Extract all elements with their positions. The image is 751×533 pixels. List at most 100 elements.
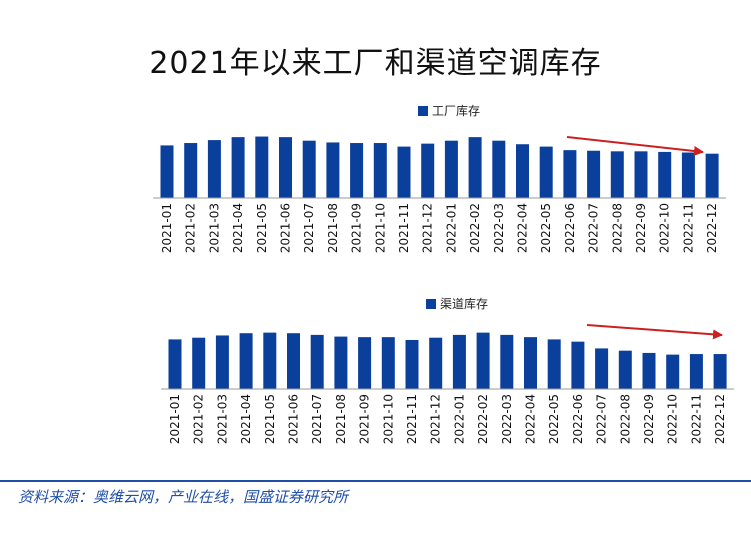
x-tick-label: 2021-02 — [184, 203, 198, 253]
bar — [192, 337, 206, 389]
x-tick-label: 2022-07 — [587, 203, 601, 253]
x-tick-label: 2022-03 — [500, 394, 514, 444]
bar — [634, 151, 648, 198]
x-tick-label: 2021-10 — [373, 203, 387, 253]
x-tick-label: 2021-07 — [302, 203, 316, 253]
bar — [239, 333, 253, 389]
x-tick-label: 2021-01 — [168, 394, 182, 444]
bar — [184, 143, 198, 198]
x-tick-label: 2021-03 — [207, 203, 221, 253]
bar — [215, 335, 229, 389]
factory-inventory-chart: 工厂库存 2021-01 2021-02 2021-03 2021-04 2021-05 2… — [153, 103, 726, 253]
x-tick-label: 2022-11 — [689, 394, 703, 444]
bar — [666, 354, 680, 389]
bar — [168, 339, 182, 389]
bar — [452, 334, 466, 389]
bar — [610, 151, 624, 198]
bar — [421, 143, 435, 198]
bar — [279, 137, 292, 198]
x-tick-label: 2022-06 — [563, 203, 577, 253]
bar — [255, 136, 269, 198]
bar — [713, 354, 727, 389]
x-tick-label: 2021-09 — [358, 394, 372, 444]
bar — [642, 352, 656, 389]
x-tick-label: 2021-07 — [310, 394, 324, 444]
bar — [429, 337, 443, 389]
x-tick-label: 2022-02 — [468, 203, 482, 253]
x-tick-label: 2021-01 — [160, 203, 174, 253]
bar — [500, 334, 514, 389]
x-tick-label: 2021-12 — [421, 203, 435, 253]
bar — [571, 341, 585, 389]
bar — [207, 140, 221, 198]
bar — [468, 137, 482, 198]
x-tick-label: 2022-03 — [492, 203, 506, 253]
bar — [658, 151, 672, 198]
x-tick-label: 2021-04 — [239, 394, 253, 444]
x-tick-label: 2022-07 — [595, 394, 609, 444]
x-tick-label: 2022-09 — [642, 394, 656, 444]
bar — [595, 348, 609, 389]
x-tick-label: 2021-05 — [255, 203, 269, 253]
legend: 渠道库存 — [426, 296, 488, 311]
bar — [231, 137, 245, 198]
channel-inventory-chart: 渠道库存 2021-01 2021-02 2021-03 2021-04 2021-05 2… — [161, 296, 734, 444]
x-tick-label: 2021-11 — [405, 394, 419, 444]
x-tick-label: 2022-12 — [705, 203, 719, 253]
bar — [405, 339, 419, 389]
x-tick-label: 2022-10 — [666, 394, 680, 444]
bar — [358, 337, 372, 389]
x-tick-label: 2022-01 — [444, 203, 458, 253]
bar — [563, 150, 577, 198]
x-tick-label: 2022-08 — [610, 203, 624, 253]
x-tick-label: 2021-08 — [326, 203, 340, 253]
legend-swatch — [426, 299, 436, 309]
x-tick-label: 2021-11 — [397, 203, 411, 253]
bar — [444, 140, 458, 198]
bar — [705, 153, 719, 198]
bar — [587, 150, 601, 198]
trend-arrow — [586, 324, 723, 340]
bar — [373, 143, 387, 198]
bar — [492, 140, 506, 198]
chart-title: 2021年以来工厂和渠道空调库存 — [149, 46, 602, 81]
bar — [302, 140, 316, 198]
x-tick-label: 2022-02 — [476, 394, 490, 444]
trend-arrow — [566, 136, 704, 156]
x-tick-label: 2021-09 — [350, 203, 364, 253]
bar — [547, 339, 561, 389]
bar — [310, 334, 324, 389]
x-tick-label: 2021-02 — [192, 394, 206, 444]
legend-label: 工厂库存 — [432, 103, 480, 118]
legend: 工厂库存 — [418, 103, 480, 118]
bar — [476, 332, 490, 389]
bar — [350, 143, 364, 198]
legend-swatch — [418, 106, 428, 116]
bar — [524, 337, 537, 389]
x-tick-label: 2021-10 — [381, 394, 395, 444]
footer-divider — [0, 480, 751, 482]
x-tick-label: 2021-03 — [215, 394, 229, 444]
source-note: 资料来源：奥维云网，产业在线，国盛证券研究所 — [18, 488, 349, 506]
x-tick-label: 2022-08 — [618, 394, 632, 444]
bar — [681, 152, 695, 198]
x-tick-label: 2021-06 — [287, 394, 301, 444]
bar — [334, 336, 348, 389]
x-tick-label: 2022-11 — [681, 203, 695, 253]
bar — [287, 333, 300, 389]
bar — [689, 354, 703, 389]
bar — [539, 146, 553, 198]
x-tick-label: 2021-05 — [263, 394, 277, 444]
bar — [326, 142, 340, 198]
legend-label: 渠道库存 — [440, 296, 488, 311]
bar — [397, 146, 411, 198]
bar — [160, 145, 174, 198]
bar — [618, 350, 632, 389]
bar — [381, 337, 395, 389]
x-tick-label: 2022-05 — [547, 394, 561, 444]
x-tick-label: 2022-12 — [713, 394, 727, 444]
x-tick-label: 2022-10 — [658, 203, 672, 253]
x-tick-label: 2022-04 — [516, 203, 530, 253]
x-tick-label: 2022-05 — [539, 203, 553, 253]
x-tick-label: 2022-09 — [634, 203, 648, 253]
